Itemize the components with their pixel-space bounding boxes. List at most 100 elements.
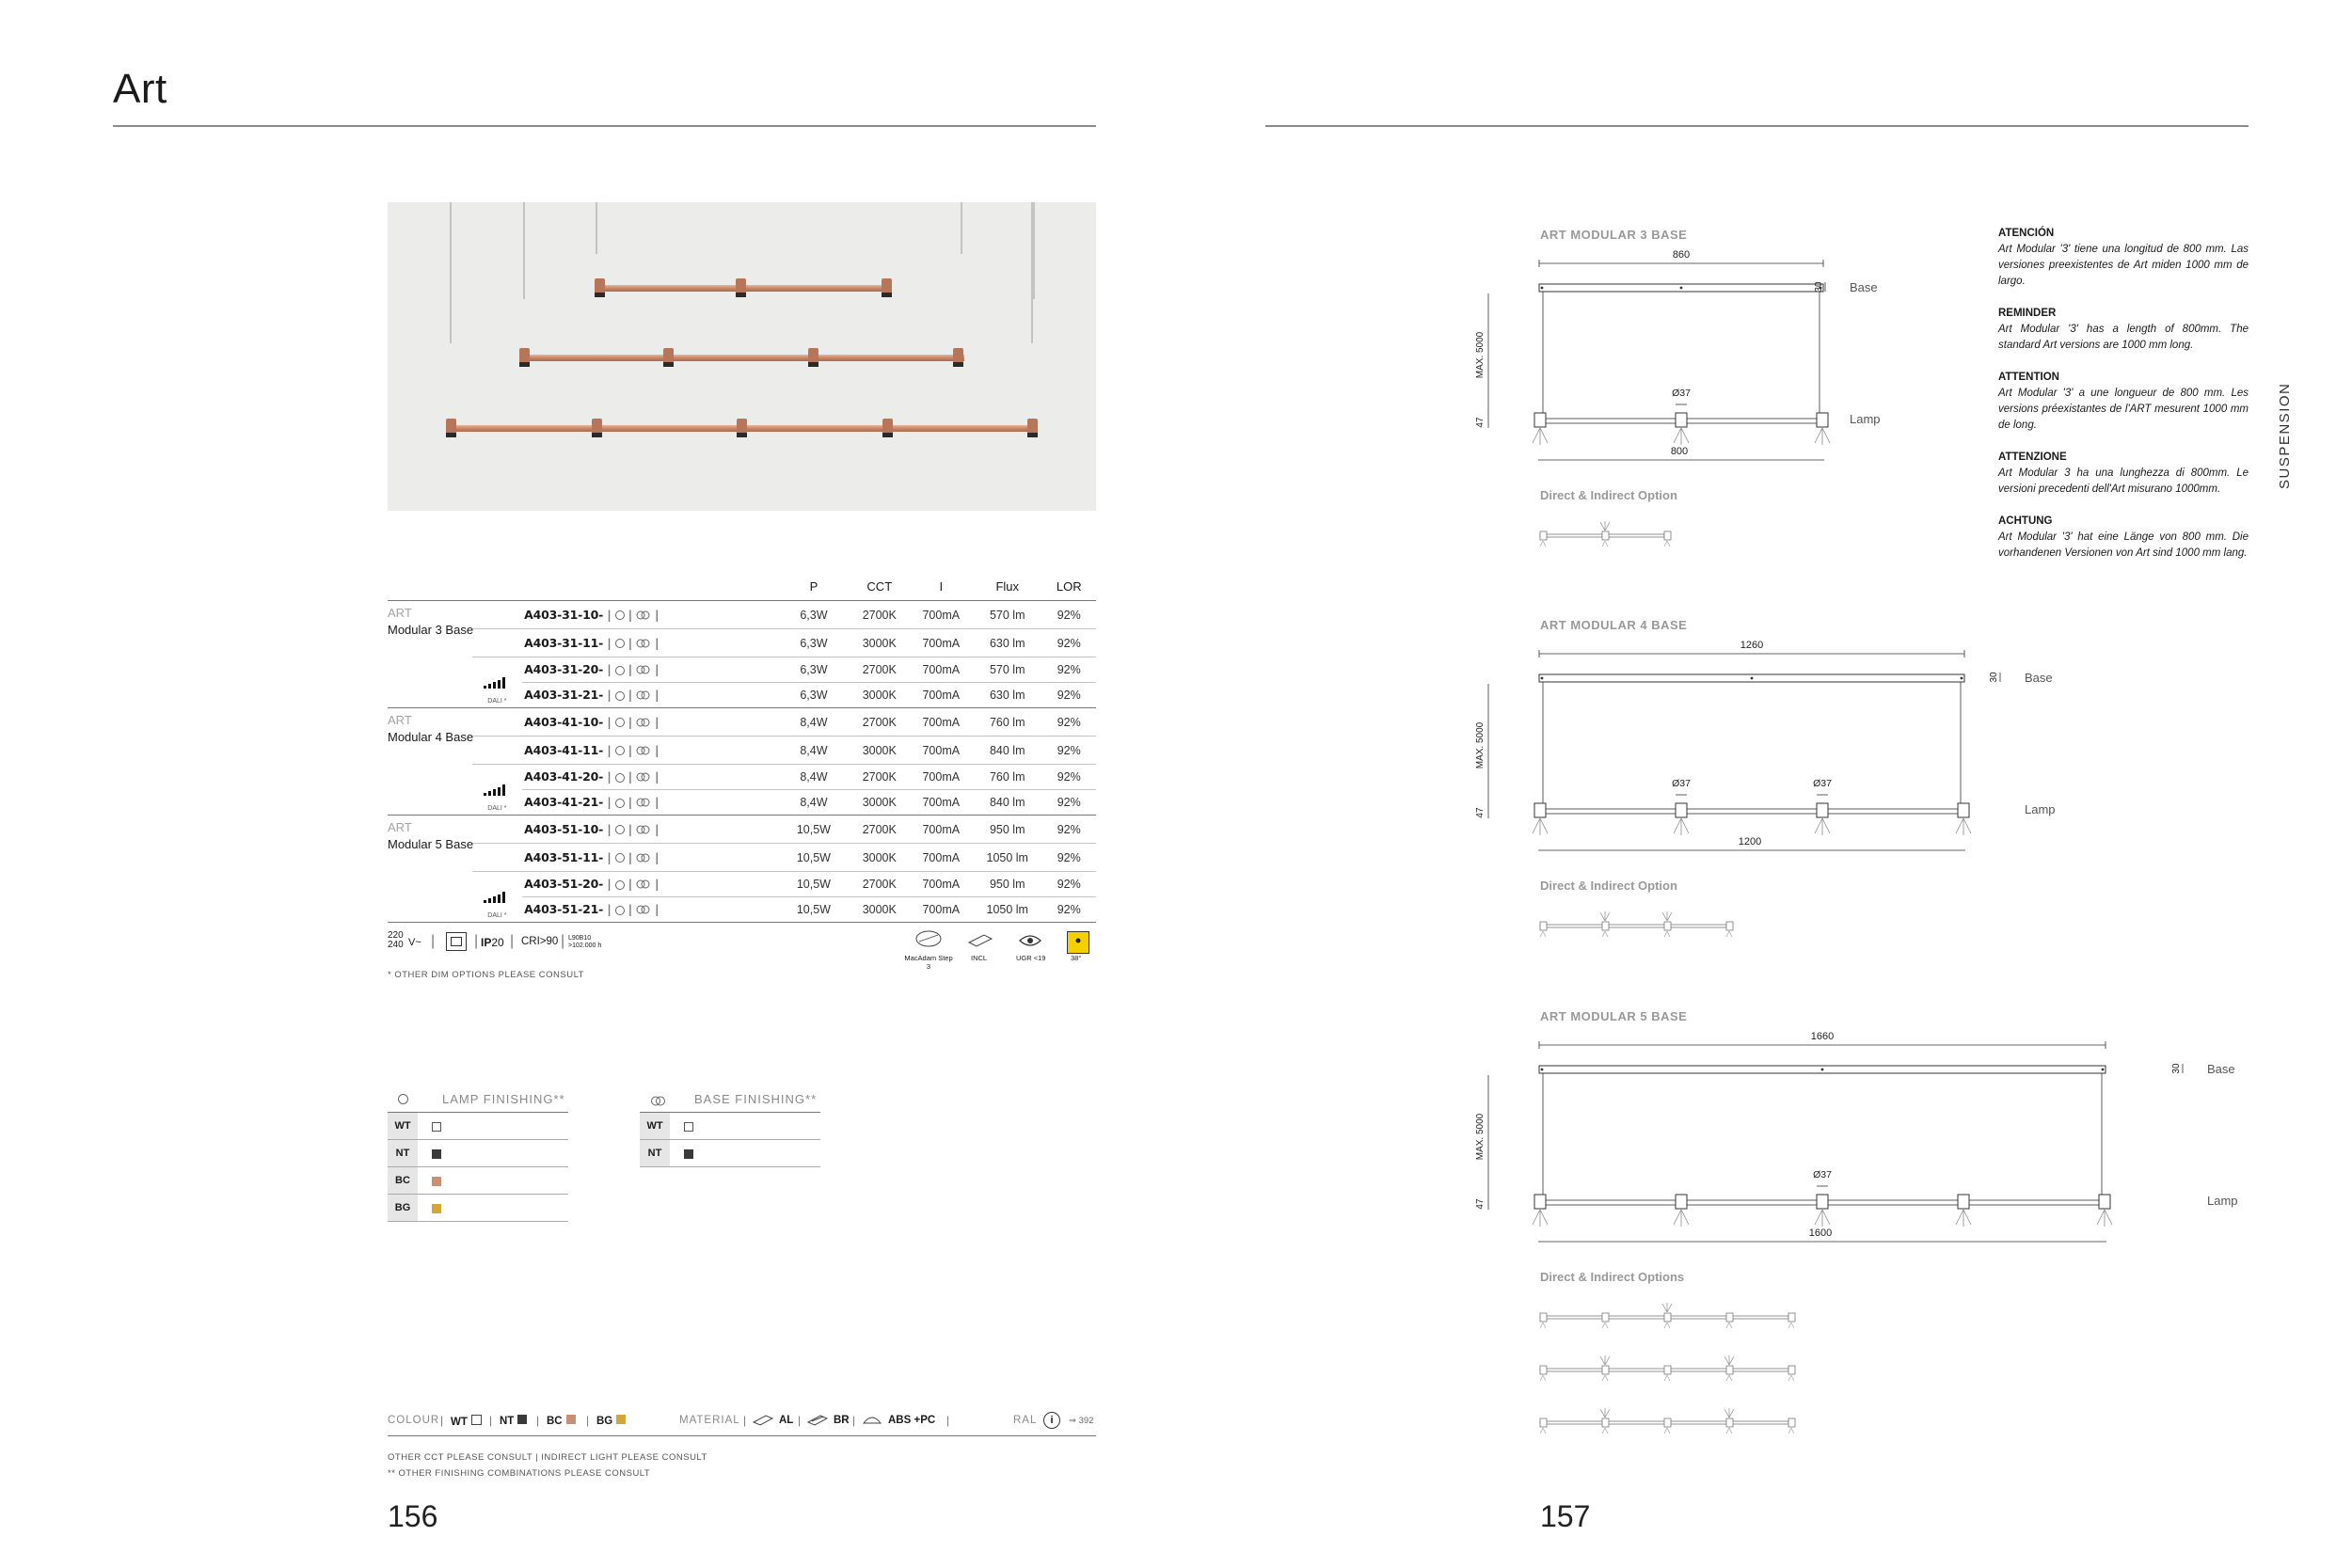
- base-rings-icon: [650, 1094, 667, 1111]
- diameter-dimension: Ø37: [1672, 388, 1691, 399]
- l90-bottom: >102.000 h: [568, 942, 602, 949]
- lamp-finishing: LAMP FINISHING** WT NT BC BG: [388, 1091, 568, 1222]
- light-ray: [1724, 1408, 1730, 1418]
- cell-flux: 760 lm: [973, 707, 1042, 736]
- light-ray: [1728, 1355, 1735, 1366]
- dali-label: DALI *: [487, 805, 507, 812]
- lamp-head: [2098, 1194, 2111, 1210]
- cell-p: 8,4W: [777, 707, 850, 736]
- option-label: Direct & Indirect Option: [1540, 488, 1677, 502]
- cell-lor: 92%: [1041, 815, 1096, 844]
- base-screw: [1540, 1068, 1544, 1071]
- light-ray: [1955, 817, 1964, 834]
- cell-i: 700mA: [909, 600, 974, 629]
- ip-label: IP: [481, 936, 492, 949]
- base-screw: [1819, 286, 1822, 290]
- drawing-modular-4: 1260 30 Base MAX. 5000 47 Ø37 Ø37 Lamp 1200 Direc…: [1468, 635, 2070, 978]
- cell-i: 700mA: [909, 789, 974, 816]
- cell-lor: 92%: [1041, 628, 1096, 657]
- cell-flux: 1050 lm: [973, 843, 1042, 872]
- macadam-label: MacAdam Step 3: [904, 954, 953, 971]
- light-ray: [1680, 427, 1690, 444]
- notice-text: Art Modular '3' a une longueur de 800 mm…: [1998, 388, 2249, 431]
- option-head: [1539, 1312, 1548, 1323]
- light-ray: [1666, 1322, 1671, 1329]
- light-ray: [1728, 1408, 1735, 1418]
- dali-dim-icon: [472, 784, 523, 798]
- drawing-4-title: ART MODULAR 4 BASE: [1540, 618, 1688, 632]
- cell-cct: 2700K: [850, 600, 910, 629]
- notice-title: ATTENTION: [1998, 372, 2059, 383]
- light-ray: [1821, 817, 1831, 834]
- option-head: [1601, 921, 1610, 931]
- info-icon[interactable]: i: [1043, 1412, 1060, 1429]
- light-ray: [1666, 1303, 1673, 1313]
- light-ray: [1532, 817, 1541, 834]
- finish-row: NT: [640, 1139, 820, 1167]
- notice-reminder: REMINDER Art Modular '3' has a length of …: [1998, 306, 2249, 354]
- base-finishing-header: BASE FINISHING**: [694, 1092, 818, 1106]
- base-length-dimension: 860: [1673, 249, 1690, 261]
- class-icon: [446, 932, 467, 951]
- light-ray: [1542, 1374, 1547, 1382]
- cell-cct: 3000K: [850, 682, 910, 708]
- option-label: Direct & Indirect Options: [1540, 1270, 1684, 1284]
- cell-flux: 840 lm: [973, 789, 1042, 816]
- ral-label: RAL: [1013, 1415, 1038, 1426]
- light-ray: [2096, 1209, 2106, 1226]
- option-head: [1663, 1418, 1672, 1428]
- colour-material-bar: COLOUR | WT | NT | BC | BG MATERIAL | AL…: [388, 1411, 1096, 1436]
- cell-i: 700mA: [909, 815, 974, 844]
- light-ray: [1539, 1374, 1544, 1382]
- notice-attention: ATTENTION Art Modular '3' a une longueur …: [1998, 370, 2249, 434]
- cell-i: 700mA: [909, 628, 974, 657]
- table-row: A403-41-21- | | | 8,4W 3000K 700mA 840 lm 92%: [388, 789, 1096, 816]
- br-icon: [806, 1414, 829, 1430]
- material-al: AL: [779, 1415, 794, 1426]
- al-icon: [752, 1414, 774, 1430]
- cell-cct: 2700K: [850, 764, 910, 790]
- lamp-head: [1534, 1194, 1547, 1210]
- light-ray: [1724, 1355, 1730, 1366]
- option-head: [1539, 531, 1548, 541]
- dali-label: DALI *: [487, 912, 507, 919]
- notice-attenzione: ATTENZIONE Art Modular 3 ha una lunghezza…: [1998, 450, 2249, 498]
- option-head: [1663, 1312, 1672, 1323]
- product-photo: [388, 202, 1096, 511]
- notice-title: REMINDER: [1998, 308, 2057, 319]
- page-number-left: 156: [388, 1499, 438, 1533]
- light-ray: [1728, 930, 1733, 938]
- light-ray: [1601, 540, 1606, 547]
- drawing-modular-3: 860 30 Base MAX. 5000 47 Ø37 Lamp 800 Direct & I…: [1468, 245, 1994, 593]
- cell-flux: 1050 lm: [973, 896, 1042, 923]
- option-head: [1788, 1312, 1796, 1323]
- light-ray: [1604, 521, 1611, 531]
- option-head: [1725, 921, 1734, 931]
- colour-label: COLOUR: [388, 1415, 440, 1426]
- cell-i: 700mA: [909, 871, 974, 897]
- light-ray: [1666, 1427, 1671, 1434]
- colour-bg: BG: [596, 1416, 613, 1427]
- product-code: A403-51-20-: [524, 877, 604, 891]
- product-code: A403-51-11-: [524, 849, 604, 864]
- cell-flux: 570 lm: [973, 600, 1042, 629]
- table-row: A403-31-21- | | | 6,3W 3000K 700mA 630 lm 92%: [388, 682, 1096, 708]
- option-head: [1725, 1365, 1734, 1375]
- cell-lor: 92%: [1041, 657, 1096, 683]
- light-ray: [1539, 817, 1549, 834]
- light-ray: [1542, 930, 1547, 938]
- light-ray: [1666, 930, 1671, 938]
- diameter-dimension: Ø37: [1813, 1169, 1832, 1180]
- table-row: A403-51-21- | | | 10,5W 3000K 700mA 1050 lm 92%: [388, 896, 1096, 923]
- light-ray: [1963, 817, 1972, 834]
- option-head: [1663, 1365, 1672, 1375]
- finish-code: WT: [640, 1113, 670, 1140]
- base-screw: [1540, 286, 1544, 290]
- product-code: A403-41-11-: [524, 742, 604, 757]
- light-ray: [1604, 1322, 1609, 1329]
- light-ray: [1601, 1374, 1606, 1382]
- notice-text: Art Modular '3' has a length of 800mm. T…: [1998, 324, 2249, 351]
- dim-note: * OTHER DIM OPTIONS PLEASE CONSULT: [388, 970, 584, 980]
- abs-pc-icon: [862, 1414, 882, 1430]
- base-screw: [2101, 1068, 2105, 1071]
